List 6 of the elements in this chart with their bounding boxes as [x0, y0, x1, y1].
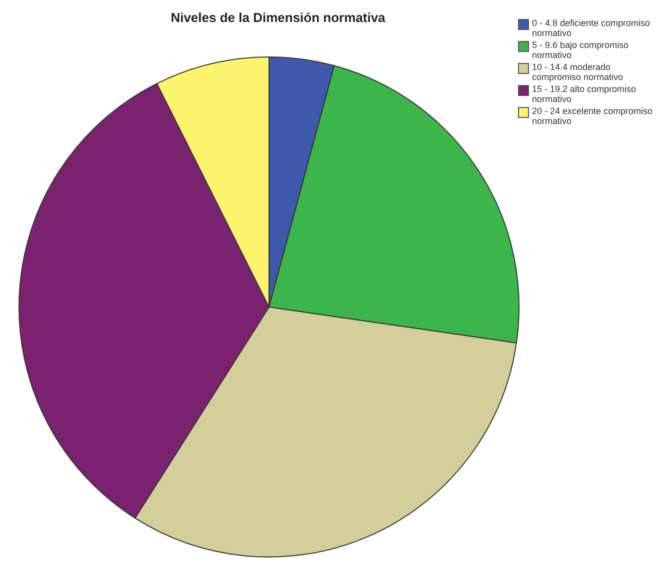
legend-label: 20 - 24 excelente compromiso normativo	[532, 106, 654, 126]
chart-title: Niveles de la Dimensión normativa	[170, 10, 386, 25]
legend-label: 0 - 4.8 deficiente compromiso normativo	[532, 18, 652, 38]
legend-label: 5 - 9.6 bajo compromiso normativo	[532, 40, 630, 60]
legend-label: 15 - 19.2 alto compromiso normativo	[532, 84, 638, 104]
legend-label: 10 - 14.4 moderado compromiso normativo	[532, 62, 624, 82]
